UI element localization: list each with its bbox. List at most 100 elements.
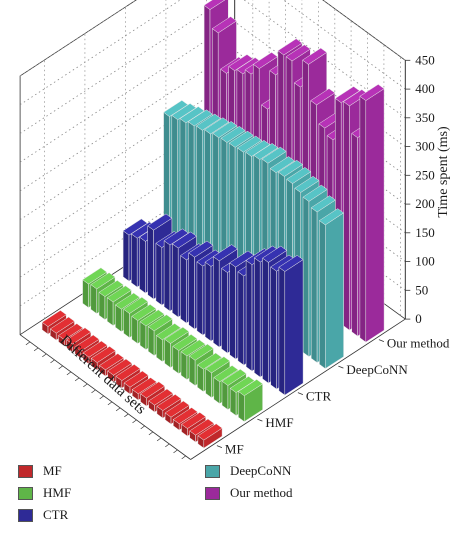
bar-ctr-1	[278, 255, 304, 396]
legend-item-hmf: HMF	[18, 485, 71, 501]
bar-our-method-2-front	[351, 133, 358, 337]
bar-our-method-11-top	[277, 38, 303, 56]
gridline-left-wall	[19, 0, 181, 106]
bar-mf-1-top	[197, 423, 223, 441]
bar-deepconn-18-top	[179, 106, 205, 124]
bar-mf-1	[197, 423, 223, 449]
z-tick-label: 250	[415, 167, 435, 182]
bar-mf-15-top	[82, 340, 108, 358]
bar-hmf-1-top	[238, 379, 263, 396]
bar-our-method-8-top	[302, 47, 327, 65]
bar-hmf-6-top	[197, 352, 222, 370]
legend-swatch-ctr	[18, 508, 33, 522]
legend-label-hmf: HMF	[43, 485, 72, 500]
legend-label-deepconn: DeepCoNN	[230, 463, 292, 478]
dataset-tick-mark	[181, 455, 186, 460]
bar-ctr-3-top	[262, 245, 287, 263]
bar-hmf-10-front	[164, 338, 171, 368]
bar-hmf-8-top	[180, 339, 206, 357]
bar-hmf-17-top	[106, 285, 132, 303]
bar-hmf-6-front	[197, 364, 204, 392]
bar-ctr-13-front	[180, 255, 187, 324]
bar-hmf-20-front	[82, 279, 89, 308]
bar-mf-3-top	[181, 412, 206, 429]
bar-mf-5-top	[164, 400, 190, 418]
bar-mf-12-top	[107, 358, 133, 376]
bar-mf-13-top	[99, 353, 124, 371]
bar-mf-14-top	[91, 346, 116, 363]
bar-deepconn-15-top	[204, 117, 230, 135]
bar-hmf-1	[238, 379, 263, 422]
bar-ctr-9-top	[213, 244, 238, 262]
chart-ticks: 0 50 100 150 200 250 300 350 400 450 Our method Dee…	[25, 52, 450, 460]
bar-mf-6-top	[156, 394, 182, 411]
bar-ctr-6-front	[237, 271, 245, 366]
bar-deepconn-2-front	[310, 207, 318, 363]
z-tick-label: 350	[415, 110, 435, 125]
z-tick-label: 300	[415, 139, 435, 154]
z-tick-label: 400	[415, 81, 435, 96]
bar-hmf-5-front	[205, 368, 212, 398]
dataset-tick-mark	[148, 431, 154, 436]
bar-deepconn-16-top	[196, 113, 221, 131]
gridline-right-wall	[243, 0, 406, 119]
bar-ctr-7-front	[229, 262, 236, 360]
dataset-tick-mark	[66, 371, 72, 376]
bar-ctr-14-front	[172, 243, 179, 318]
bar-ctr-1-side	[284, 259, 304, 396]
z-tick-label: 0	[415, 311, 422, 326]
bar-mf-17-top	[66, 327, 92, 345]
bar-hmf-12-front	[147, 326, 155, 356]
legend-item-deepconn: DeepCoNN	[205, 463, 291, 479]
bar-hmf-15-top	[123, 296, 149, 314]
bar-hmf-7-top	[188, 343, 214, 361]
bar-ctr-2-front	[270, 266, 277, 390]
bar-hmf-8-front	[180, 351, 188, 380]
row-tick-mark	[338, 365, 344, 369]
bar-hmf-9-front	[172, 346, 179, 374]
dataset-tick-mark	[115, 407, 121, 412]
bar-deepconn-8-top	[261, 146, 287, 164]
bar-our-method-19-top	[212, 16, 237, 34]
bar-deepconn-1	[319, 208, 344, 369]
bar-our-method-20-top	[203, 0, 226, 10]
floor-edge-front	[190, 318, 406, 460]
bar-hmf-14-front	[131, 316, 138, 344]
dataset-tick-mark	[25, 341, 31, 346]
gridline-right-wall	[234, 21, 406, 147]
bar-hmf-18-top	[98, 280, 124, 297]
bar-hmf-18-front	[98, 292, 106, 320]
dataset-tick-mark	[156, 437, 162, 442]
dataset-tick-mark	[132, 419, 137, 424]
z-tick-label: 50	[415, 282, 428, 297]
bar-deepconn-9-top	[253, 143, 279, 160]
bar-deepconn-17-top	[187, 109, 213, 127]
z-tick-label: 150	[415, 225, 435, 240]
z-axis-label: Time spent (ms)	[436, 126, 451, 218]
bar-ctr-20-front	[122, 230, 130, 282]
bar-hmf-3-top	[221, 368, 247, 386]
bar-ctr-1-front	[278, 266, 286, 396]
bar-mf-10-top	[123, 370, 149, 388]
dataset-tick-mark	[42, 353, 47, 358]
dataset-tick-mark	[173, 449, 178, 454]
legend-item-our-method: Our method	[205, 485, 292, 501]
bar-hmf-10-top	[164, 326, 190, 344]
dataset-tick-mark	[91, 389, 96, 394]
legend-swatch-hmf	[18, 486, 33, 500]
bar-hmf-16-top	[115, 292, 140, 310]
gridline-left-wall	[19, 0, 137, 77]
bar-hmf-4-top	[213, 365, 239, 383]
dataset-tick-mark	[58, 365, 63, 370]
bar-deepconn-4-top	[294, 176, 320, 193]
bar-hmf-13-front	[139, 321, 147, 350]
bar-ctr-17-top	[147, 213, 173, 231]
bar-ctr-12-top	[188, 240, 214, 258]
bar-mf-7-top	[148, 388, 174, 406]
bar-our-method-14-top	[253, 52, 278, 69]
bar-ctr-3-front	[262, 257, 269, 384]
dataset-tick-mark	[165, 443, 170, 448]
legend-swatch-mf	[18, 464, 33, 478]
bar-our-method-1-top	[359, 84, 385, 101]
